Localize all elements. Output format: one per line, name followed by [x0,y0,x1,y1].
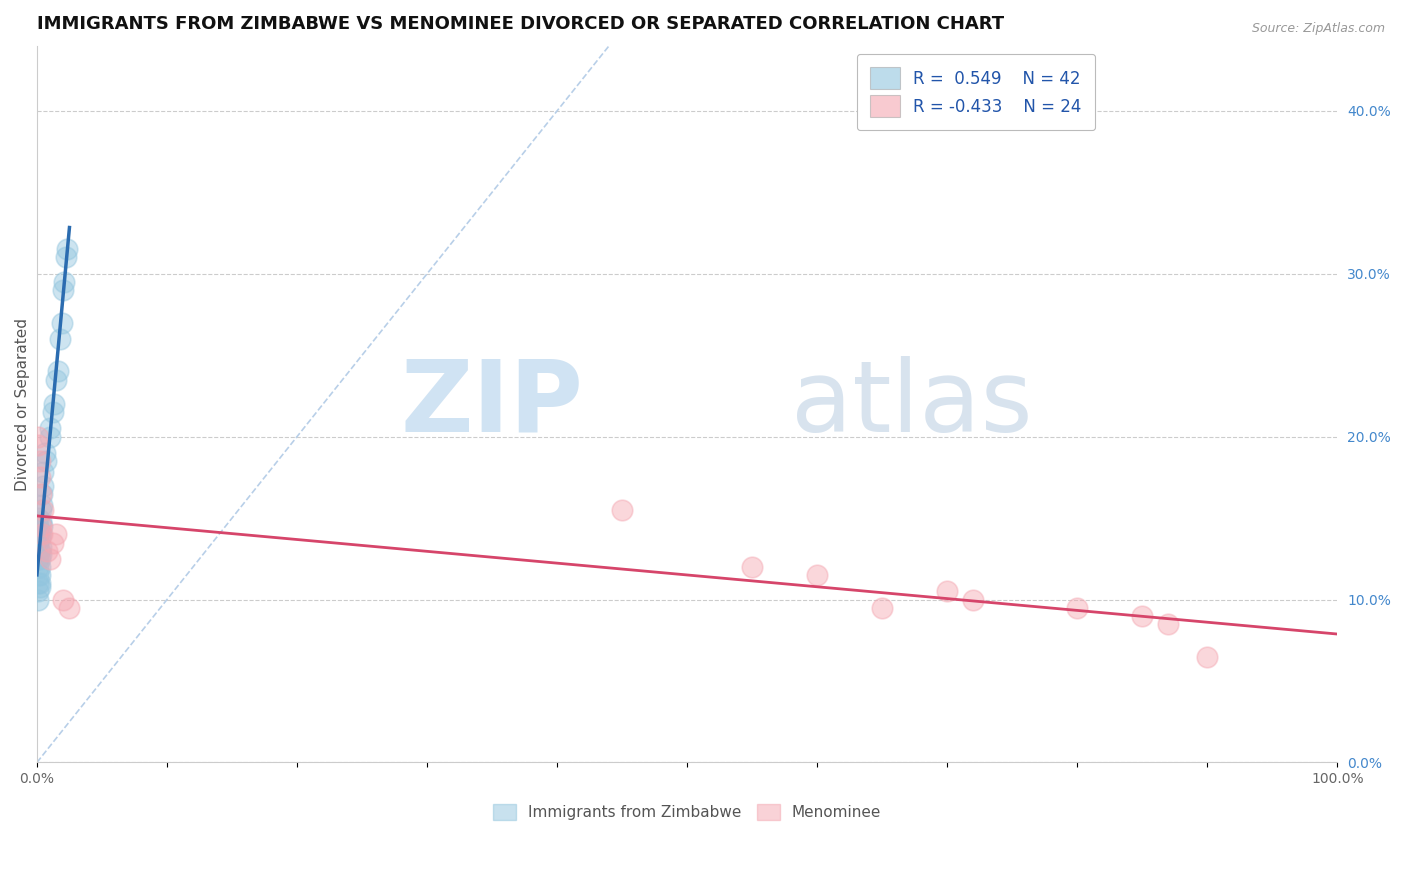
Point [27,584,49,599]
Point [42,397,65,411]
Text: ZIP: ZIP [401,356,583,452]
Point [30,541,52,555]
Point [53,275,76,289]
Point [27,511,49,525]
Point [27,438,49,452]
Point [32,503,55,517]
Point [27,560,49,574]
Text: atlas: atlas [792,356,1033,452]
Point [32,478,55,492]
Point [28,580,51,594]
Text: Source: ZipAtlas.com: Source: ZipAtlas.com [1251,22,1385,36]
Point [41,405,63,419]
Point [28,543,51,558]
Point [37,543,59,558]
Point [27,527,49,541]
Point [936,584,959,599]
Text: IMMIGRANTS FROM ZIMBABWE VS MENOMINEE DIVORCED OR SEPARATED CORRELATION CHART: IMMIGRANTS FROM ZIMBABWE VS MENOMINEE DI… [37,15,1004,33]
Point [31,498,53,512]
Point [1066,600,1088,615]
Point [30,486,52,500]
Point [1130,608,1153,623]
Legend: Immigrants from Zimbabwe, Menominee: Immigrants from Zimbabwe, Menominee [486,798,887,827]
Point [28,531,51,545]
Point [27,576,49,591]
Point [34,446,56,460]
Point [30,527,52,541]
Point [39,429,62,443]
Point [27,519,49,533]
Point [52,283,75,297]
Point [30,503,52,517]
Point [30,519,52,533]
Point [28,551,51,566]
Point [806,568,828,582]
Point [31,486,53,500]
Point [27,535,49,549]
Point [28,470,51,484]
Point [41,535,63,549]
Point [27,429,49,443]
Point [30,514,52,528]
Point [28,560,51,574]
Point [27,551,49,566]
Point [962,592,984,607]
Point [1157,617,1180,632]
Point [39,551,62,566]
Point [28,524,51,538]
Point [27,568,49,582]
Point [870,600,893,615]
Point [31,527,53,541]
Point [35,454,58,468]
Point [28,454,51,468]
Point [46,364,69,378]
Point [39,421,62,435]
Point [52,592,75,607]
Point [58,600,80,615]
Point [45,373,67,387]
Point [45,527,67,541]
Point [51,316,73,330]
Point [610,503,633,517]
Point [28,576,51,591]
Point [27,592,49,607]
Point [49,332,72,346]
Point [55,251,77,265]
Point [30,547,52,561]
Point [31,519,53,533]
Point [56,242,79,256]
Point [1197,649,1219,664]
Point [32,466,55,480]
Point [28,568,51,582]
Point [741,560,763,574]
Y-axis label: Divorced or Separated: Divorced or Separated [15,318,30,491]
